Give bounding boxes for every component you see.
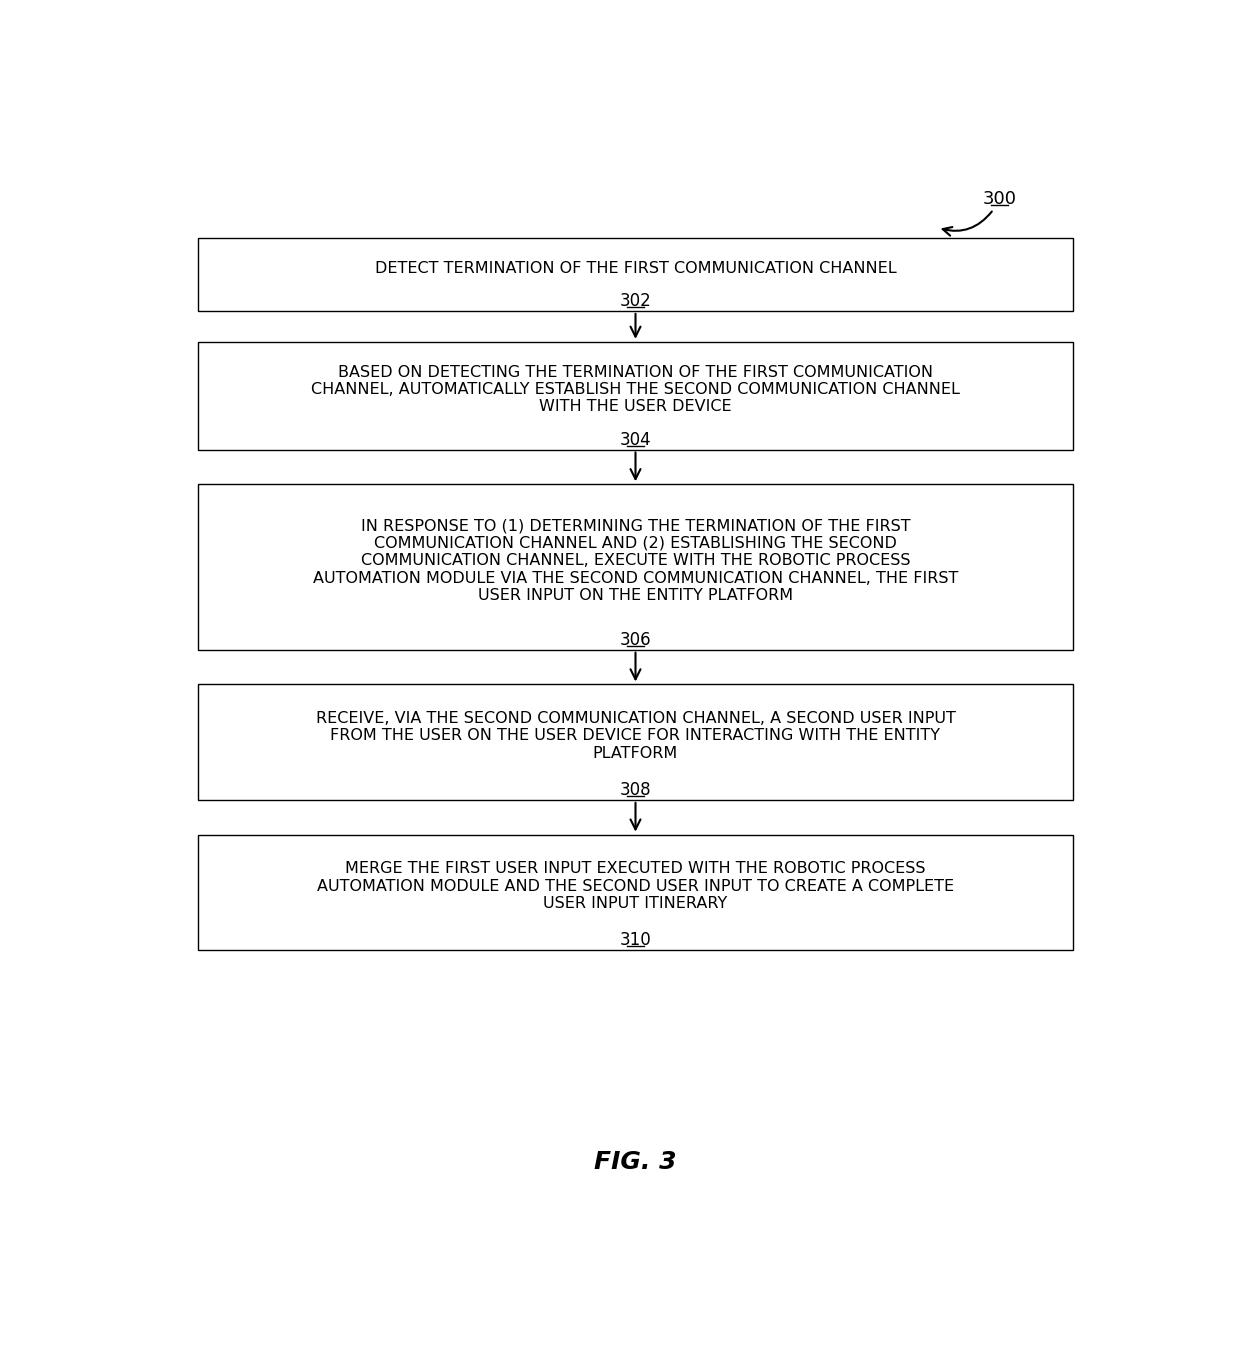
Text: 302: 302: [620, 292, 651, 310]
FancyArrowPatch shape: [942, 211, 992, 236]
Bar: [197, 484, 1074, 650]
Text: BASED ON DETECTING THE TERMINATION OF THE FIRST COMMUNICATION
CHANNEL, AUTOMATIC: BASED ON DETECTING THE TERMINATION OF TH…: [311, 365, 960, 414]
Text: FIG. 3: FIG. 3: [594, 1150, 677, 1174]
Text: 310: 310: [620, 932, 651, 949]
Text: 300: 300: [983, 191, 1017, 209]
Bar: [197, 342, 1074, 450]
Bar: [197, 834, 1074, 949]
Text: IN RESPONSE TO (1) DETERMINING THE TERMINATION OF THE FIRST
COMMUNICATION CHANNE: IN RESPONSE TO (1) DETERMINING THE TERMI…: [312, 519, 959, 604]
Text: DETECT TERMINATION OF THE FIRST COMMUNICATION CHANNEL: DETECT TERMINATION OF THE FIRST COMMUNIC…: [374, 261, 897, 276]
Text: RECEIVE, VIA THE SECOND COMMUNICATION CHANNEL, A SECOND USER INPUT
FROM THE USER: RECEIVE, VIA THE SECOND COMMUNICATION CH…: [315, 711, 956, 761]
Bar: [197, 237, 1074, 311]
Text: MERGE THE FIRST USER INPUT EXECUTED WITH THE ROBOTIC PROCESS
AUTOMATION MODULE A: MERGE THE FIRST USER INPUT EXECUTED WITH…: [317, 862, 954, 911]
Text: 306: 306: [620, 631, 651, 649]
Text: 304: 304: [620, 431, 651, 449]
Text: 308: 308: [620, 781, 651, 799]
Bar: [197, 685, 1074, 800]
